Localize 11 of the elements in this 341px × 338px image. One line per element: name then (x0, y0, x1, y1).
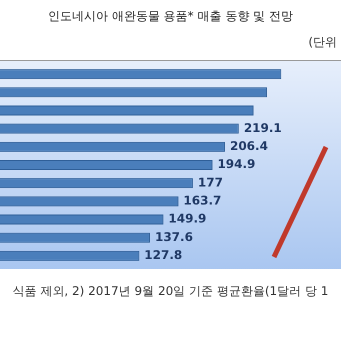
data-label: 137.6 (154, 230, 193, 244)
data-label: 149.9 (168, 212, 206, 226)
chart-title: 인도네시아 애완동물 용품* 매출 동향 및 전망 (47, 8, 294, 25)
data-label: 206.4 (230, 138, 268, 153)
data-label: 219.1 (244, 120, 282, 135)
data-label: 127.8 (144, 248, 182, 262)
data-label: 177 (198, 175, 223, 190)
data-label: 194.9 (217, 157, 256, 172)
text: (단위 (308, 34, 337, 51)
text: 식품 제외, 2) 2017년 9월 20일 기준 평균환율(1달러 당 1 (12, 283, 330, 300)
data-label: 163.7 (183, 193, 222, 208)
